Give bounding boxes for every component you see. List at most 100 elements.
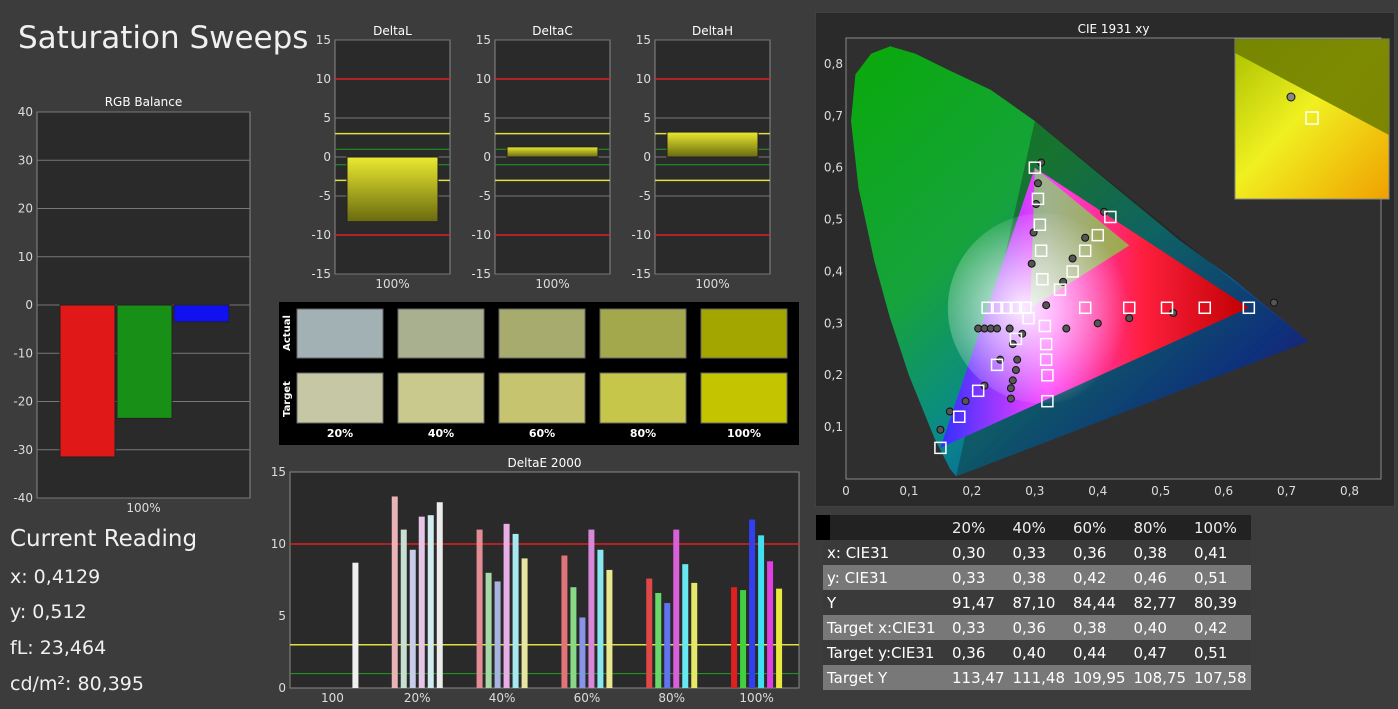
x-tick-label: 0,7 <box>1277 484 1296 498</box>
measured-point <box>1013 355 1022 364</box>
cie-1931-chart: CIE 1931 xy 0 0,1 0,2 0,3 0,4 0,5 0,6 0,7 0,8 0,1 0… <box>815 12 1395 507</box>
delta-l-chart: DeltaL 15 10 5 0 -5 -10 -15 100% <box>311 24 451 291</box>
delta-e-bar <box>427 515 434 688</box>
measured-point <box>1125 314 1134 323</box>
reading-y: y: 0,512 <box>10 601 87 623</box>
target-marker <box>1066 265 1079 278</box>
y-tick-label: 10 <box>271 537 286 551</box>
table-cell: Target x:CIE31 <box>823 615 948 640</box>
table-row: Target Y 113,47 111,48 109,95 108,75 107… <box>823 665 1251 690</box>
table-cell: 107,58 <box>1190 665 1251 690</box>
target-swatch <box>397 372 485 424</box>
target-marker <box>971 384 985 398</box>
table-cell: 0,38 <box>1069 615 1130 640</box>
rgb-bar <box>173 304 230 323</box>
y-tick-label: 5 <box>278 609 286 623</box>
y-tick-label: 20 <box>18 202 33 216</box>
y-tick-label: 0,7 <box>824 109 843 123</box>
x-tick-label: 0 <box>842 484 850 498</box>
delta-e-bar <box>521 558 528 688</box>
chart-title: DeltaC <box>532 24 572 38</box>
target-swatch <box>498 372 586 424</box>
actual-swatch <box>700 308 788 359</box>
measured-point <box>936 425 945 434</box>
measured-point <box>961 397 970 406</box>
chart-title: RGB Balance <box>105 95 183 109</box>
x-tick-label: 0,5 <box>1151 484 1170 498</box>
delta-e-bar <box>749 519 756 688</box>
y-tick-label: -15 <box>631 267 651 281</box>
table-cell: 111,48 <box>1008 665 1069 690</box>
x-tick-label: 100% <box>535 277 569 291</box>
x-tick-label: 0,8 <box>1340 484 1359 498</box>
plot-area <box>289 471 800 689</box>
table-header-cell: 100% <box>1190 515 1251 540</box>
y-tick-label: 0,5 <box>824 213 843 227</box>
y-tick-label: 0 <box>323 150 331 164</box>
delta-e-bar <box>503 523 510 688</box>
table-cell: 0,38 <box>1129 540 1190 565</box>
measured-point <box>1027 259 1036 268</box>
delta-e-bar <box>485 572 492 688</box>
target-marker <box>1009 332 1023 346</box>
target-marker <box>1041 394 1054 408</box>
y-tick-label: 0 <box>643 150 651 164</box>
table-cell: 87,10 <box>1008 590 1069 615</box>
target-marker <box>1039 353 1053 366</box>
target-marker <box>1033 218 1047 232</box>
y-tick-label: 10 <box>476 72 491 86</box>
delta-e-bar <box>494 581 501 688</box>
measured-point <box>945 407 954 416</box>
table-cell: Target Y <box>823 665 948 690</box>
target-marker <box>1000 301 1013 315</box>
actual-swatch <box>397 308 485 359</box>
rgb-balance-chart: RGB Balance 40 30 20 10 0 -10 -20 -30 -40 100% <box>13 95 251 515</box>
target-marker <box>1031 192 1045 206</box>
swatch-column-label: 60% <box>529 427 555 440</box>
actual-swatch <box>599 308 687 359</box>
table-cell: 0,42 <box>1190 615 1251 640</box>
target-marker <box>1038 319 1052 333</box>
y-tick-label: 15 <box>316 33 331 47</box>
measured-point <box>1008 376 1017 385</box>
white-point-glow <box>947 213 1138 404</box>
table-cell: 0,51 <box>1190 565 1251 590</box>
table-header-cell: 80% <box>1129 515 1190 540</box>
y-tick-label: -10 <box>311 228 331 242</box>
measured-point <box>1005 324 1014 333</box>
inset-target-marker <box>1305 111 1319 125</box>
table-header-row: 20% 40% 60% 80% 100% <box>816 515 1251 540</box>
x-tick-label: 20% <box>404 691 431 705</box>
delta-bar <box>506 146 599 158</box>
x-tick-label: 40% <box>489 691 516 705</box>
table-header-cell: 60% <box>1069 515 1130 540</box>
table-header-cell: 40% <box>1008 515 1069 540</box>
table-cell: 109,95 <box>1069 665 1130 690</box>
target-marker <box>1053 283 1067 296</box>
table-cell: 0,33 <box>1008 540 1069 565</box>
table-cell: 0,38 <box>1008 565 1069 590</box>
table-cell: Y <box>823 590 948 615</box>
y-tick-label: 0,2 <box>824 368 843 382</box>
table-cell: 0,42 <box>1069 565 1130 590</box>
delta-e-bar <box>476 529 483 688</box>
y-tick-label: 5 <box>483 111 491 125</box>
table-cell: 0,33 <box>948 565 1009 590</box>
delta-e-bar <box>606 569 613 688</box>
y-tick-label: -40 <box>13 491 33 505</box>
delta-e-bar <box>664 603 671 688</box>
x-tick-label: 0,1 <box>899 484 918 498</box>
y-tick-label: 40 <box>18 105 33 119</box>
table-row: x: CIE31 0,30 0,33 0,36 0,38 0,41 <box>823 540 1251 565</box>
table-cell: Target y:CIE31 <box>823 640 948 665</box>
delta-e-bar <box>418 516 425 688</box>
table-cell: 0,36 <box>1069 540 1130 565</box>
swatch-column-label: 20% <box>327 427 353 440</box>
delta-e-bar <box>588 529 595 688</box>
target-swatch <box>599 372 687 424</box>
measured-point <box>1042 301 1051 310</box>
y-tick-label: 0,8 <box>824 57 843 71</box>
target-marker <box>1160 301 1174 315</box>
y-tick-label: 0 <box>278 681 286 695</box>
inset-measured-point <box>1286 92 1296 102</box>
